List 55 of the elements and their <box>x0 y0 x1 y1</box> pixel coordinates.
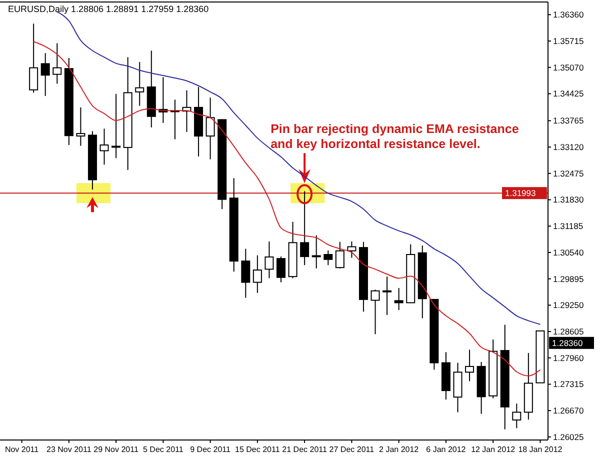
x-tick-label: 23 Nov 2011 <box>46 445 92 454</box>
candlestick <box>382 276 392 316</box>
y-tick-label: 1.31185 <box>553 221 584 232</box>
candlestick <box>241 248 250 298</box>
candlestick <box>300 190 310 266</box>
x-tick-label: Nov 2011 <box>4 445 40 454</box>
candlestick <box>312 234 321 269</box>
y-tick-label: 1.26670 <box>553 406 584 416</box>
y-tick-label: 1.33120 <box>553 142 584 152</box>
y-tick-label: 1.26025 <box>553 432 584 442</box>
text: 1.28360 <box>552 338 583 348</box>
x-tick-label: 29 Nov 2011 <box>94 445 139 454</box>
x-tick-label: 27 Dec 2011 <box>329 445 375 454</box>
candlestick <box>135 62 144 106</box>
candlestick <box>29 23 38 94</box>
candlestick <box>512 403 522 429</box>
y-tick-label: 1.30540 <box>553 247 584 258</box>
y-tick-label: 1.32475 <box>553 168 584 178</box>
x-tick-label: 6 Jan 2012 <box>426 445 466 454</box>
y-tick-label: 1.27315 <box>553 379 584 390</box>
x-tick-label: 2 Jan 2012 <box>379 445 420 454</box>
candlestick <box>394 288 404 311</box>
candlestick <box>347 240 356 258</box>
candlestick <box>264 240 274 279</box>
candlestick <box>52 42 62 84</box>
candlestick <box>465 349 474 382</box>
candlestick <box>370 289 380 335</box>
y-tick-label: 1.33765 <box>553 116 584 126</box>
y-tick-label: 1.29895 <box>553 274 584 284</box>
candlestick <box>112 93 121 159</box>
y-tick-label: 1.28605 <box>553 326 584 336</box>
x-tick-label: 21 Dec 2011 <box>282 445 328 454</box>
y-tick-label: 1.36360 <box>553 10 584 20</box>
candlestick <box>206 97 215 160</box>
y-tick-label: 1.31830 <box>553 194 584 205</box>
candlestick <box>335 241 344 269</box>
candlestick <box>76 106 86 146</box>
x-tick-label: 9 Dec 2011 <box>190 445 232 454</box>
candlestick <box>252 254 262 294</box>
x-tick-label: 5 Dec 2011 <box>143 445 184 454</box>
annotation: Pin bar rejecting dynamic EMA resistance and key horizontal resistance level. <box>270 122 519 152</box>
x-tick-label: 15 Dec 2011 <box>235 445 280 454</box>
candlestick <box>40 52 50 96</box>
y-tick-label: 1.27960 <box>553 352 584 363</box>
candlestick <box>324 250 333 266</box>
candlestick <box>100 128 109 166</box>
y-tick-label: 1.34425 <box>553 88 584 99</box>
y-tick-label: 1.29250 <box>553 300 584 310</box>
y-tick-label: 1.35715 <box>553 36 584 46</box>
ref-line-label: 1.31993 <box>505 188 536 198</box>
x-tick-label: 18 Jan 2012 <box>518 445 563 454</box>
y-tick-label: 1.35070 <box>553 62 584 72</box>
x-tick-label: 12 Jan 2012 <box>471 445 516 454</box>
candlestick <box>276 256 286 283</box>
chart-title: EURUSD,Daily 1.28806 1.28891 1.27959 1.28360 <box>8 4 209 14</box>
